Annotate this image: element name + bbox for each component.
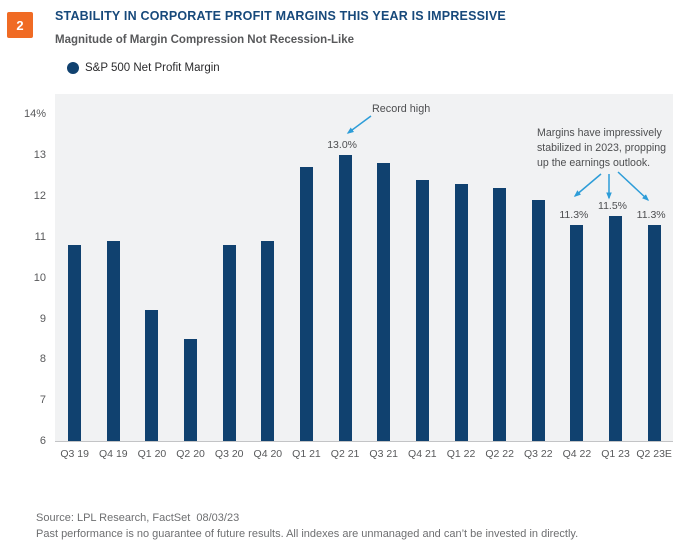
bar-q4-19	[106, 240, 120, 441]
bar-q4-20	[261, 240, 275, 441]
bar-value-label: 11.3%	[559, 208, 589, 221]
legend: S&P 500 Net Profit Margin	[67, 62, 220, 74]
y-tick-label: 9	[39, 312, 46, 325]
x-tick-label: Q4 20	[253, 448, 283, 460]
bar-q1-23	[609, 216, 623, 441]
chart-title: STABILITY IN CORPORATE PROFIT MARGINS TH…	[55, 9, 506, 23]
y-tick-label: 6	[39, 435, 46, 447]
bar-value-label: 11.3%	[636, 208, 666, 221]
bar-q4-21	[415, 179, 429, 441]
annotation-callout-line: stabilized in 2023, propping	[537, 142, 666, 155]
x-tick-label: Q2 20	[176, 448, 205, 460]
legend-label: S&P 500 Net Profit Margin	[85, 62, 220, 74]
bar-q1-21	[299, 167, 313, 441]
bar-q3-19	[68, 245, 82, 441]
y-tick-label: 7	[39, 394, 46, 407]
annotation-callout-line: Margins have impressively	[537, 127, 662, 139]
bar-q2-23e	[647, 224, 661, 441]
x-tick-label: Q3 21	[369, 448, 399, 460]
chart-subtitle: Magnitude of Margin Compression Not Rece…	[55, 34, 355, 46]
bar-q3-21	[377, 163, 391, 441]
bar-q2-20	[184, 338, 198, 441]
slide-number-badge: 2	[7, 12, 33, 38]
x-tick-label: Q1 20	[137, 448, 167, 460]
x-tick-label: Q2 23E	[636, 448, 672, 460]
x-tick-label: Q2 21	[330, 448, 360, 460]
annotation-record-high: Record high	[372, 103, 431, 115]
x-tick-label: Q4 19	[99, 448, 128, 460]
bar-q4-22	[570, 224, 584, 441]
x-tick-label: Q4 22	[562, 448, 592, 460]
y-tick-label: 11	[34, 230, 46, 243]
bar-q1-20	[145, 310, 159, 441]
bar-q3-22	[531, 200, 545, 441]
x-tick-label: Q4 21	[408, 448, 437, 460]
legend-marker-icon	[67, 62, 79, 74]
y-tick-label: 12	[33, 190, 46, 203]
y-tick-label: 8	[39, 353, 46, 366]
x-tick-label: Q1 22	[446, 448, 476, 460]
annotation-callout: Margins have impressively stabilized in …	[537, 126, 678, 172]
x-tick-label: Q1 21	[292, 448, 321, 460]
x-tick-label: Q1 23	[601, 448, 630, 460]
y-tick-label: 14%	[23, 108, 46, 121]
annotation-callout-line: up the earnings outlook.	[537, 157, 651, 170]
y-tick-label: 13	[33, 149, 46, 162]
disclaimer-text: Past performance is no guarantee of futu…	[36, 528, 579, 540]
source-text: Source: LPL Research, FactSet 08/03/23	[36, 512, 240, 524]
bar-value-label: 13.0%	[327, 139, 357, 152]
x-tick-label: Q3 20	[214, 448, 244, 460]
x-tick-label: Q3 19	[60, 448, 89, 460]
bar-value-label: 11.5%	[598, 200, 628, 213]
bar-q3-20	[222, 245, 236, 441]
x-tick-label: Q2 22	[485, 448, 514, 460]
bar-q2-22	[493, 187, 507, 441]
y-tick-label: 10	[33, 271, 46, 284]
bar-q2-21	[338, 155, 352, 441]
bar-q1-22	[454, 183, 468, 441]
plot-area	[55, 94, 673, 442]
x-tick-label: Q3 22	[523, 448, 553, 460]
